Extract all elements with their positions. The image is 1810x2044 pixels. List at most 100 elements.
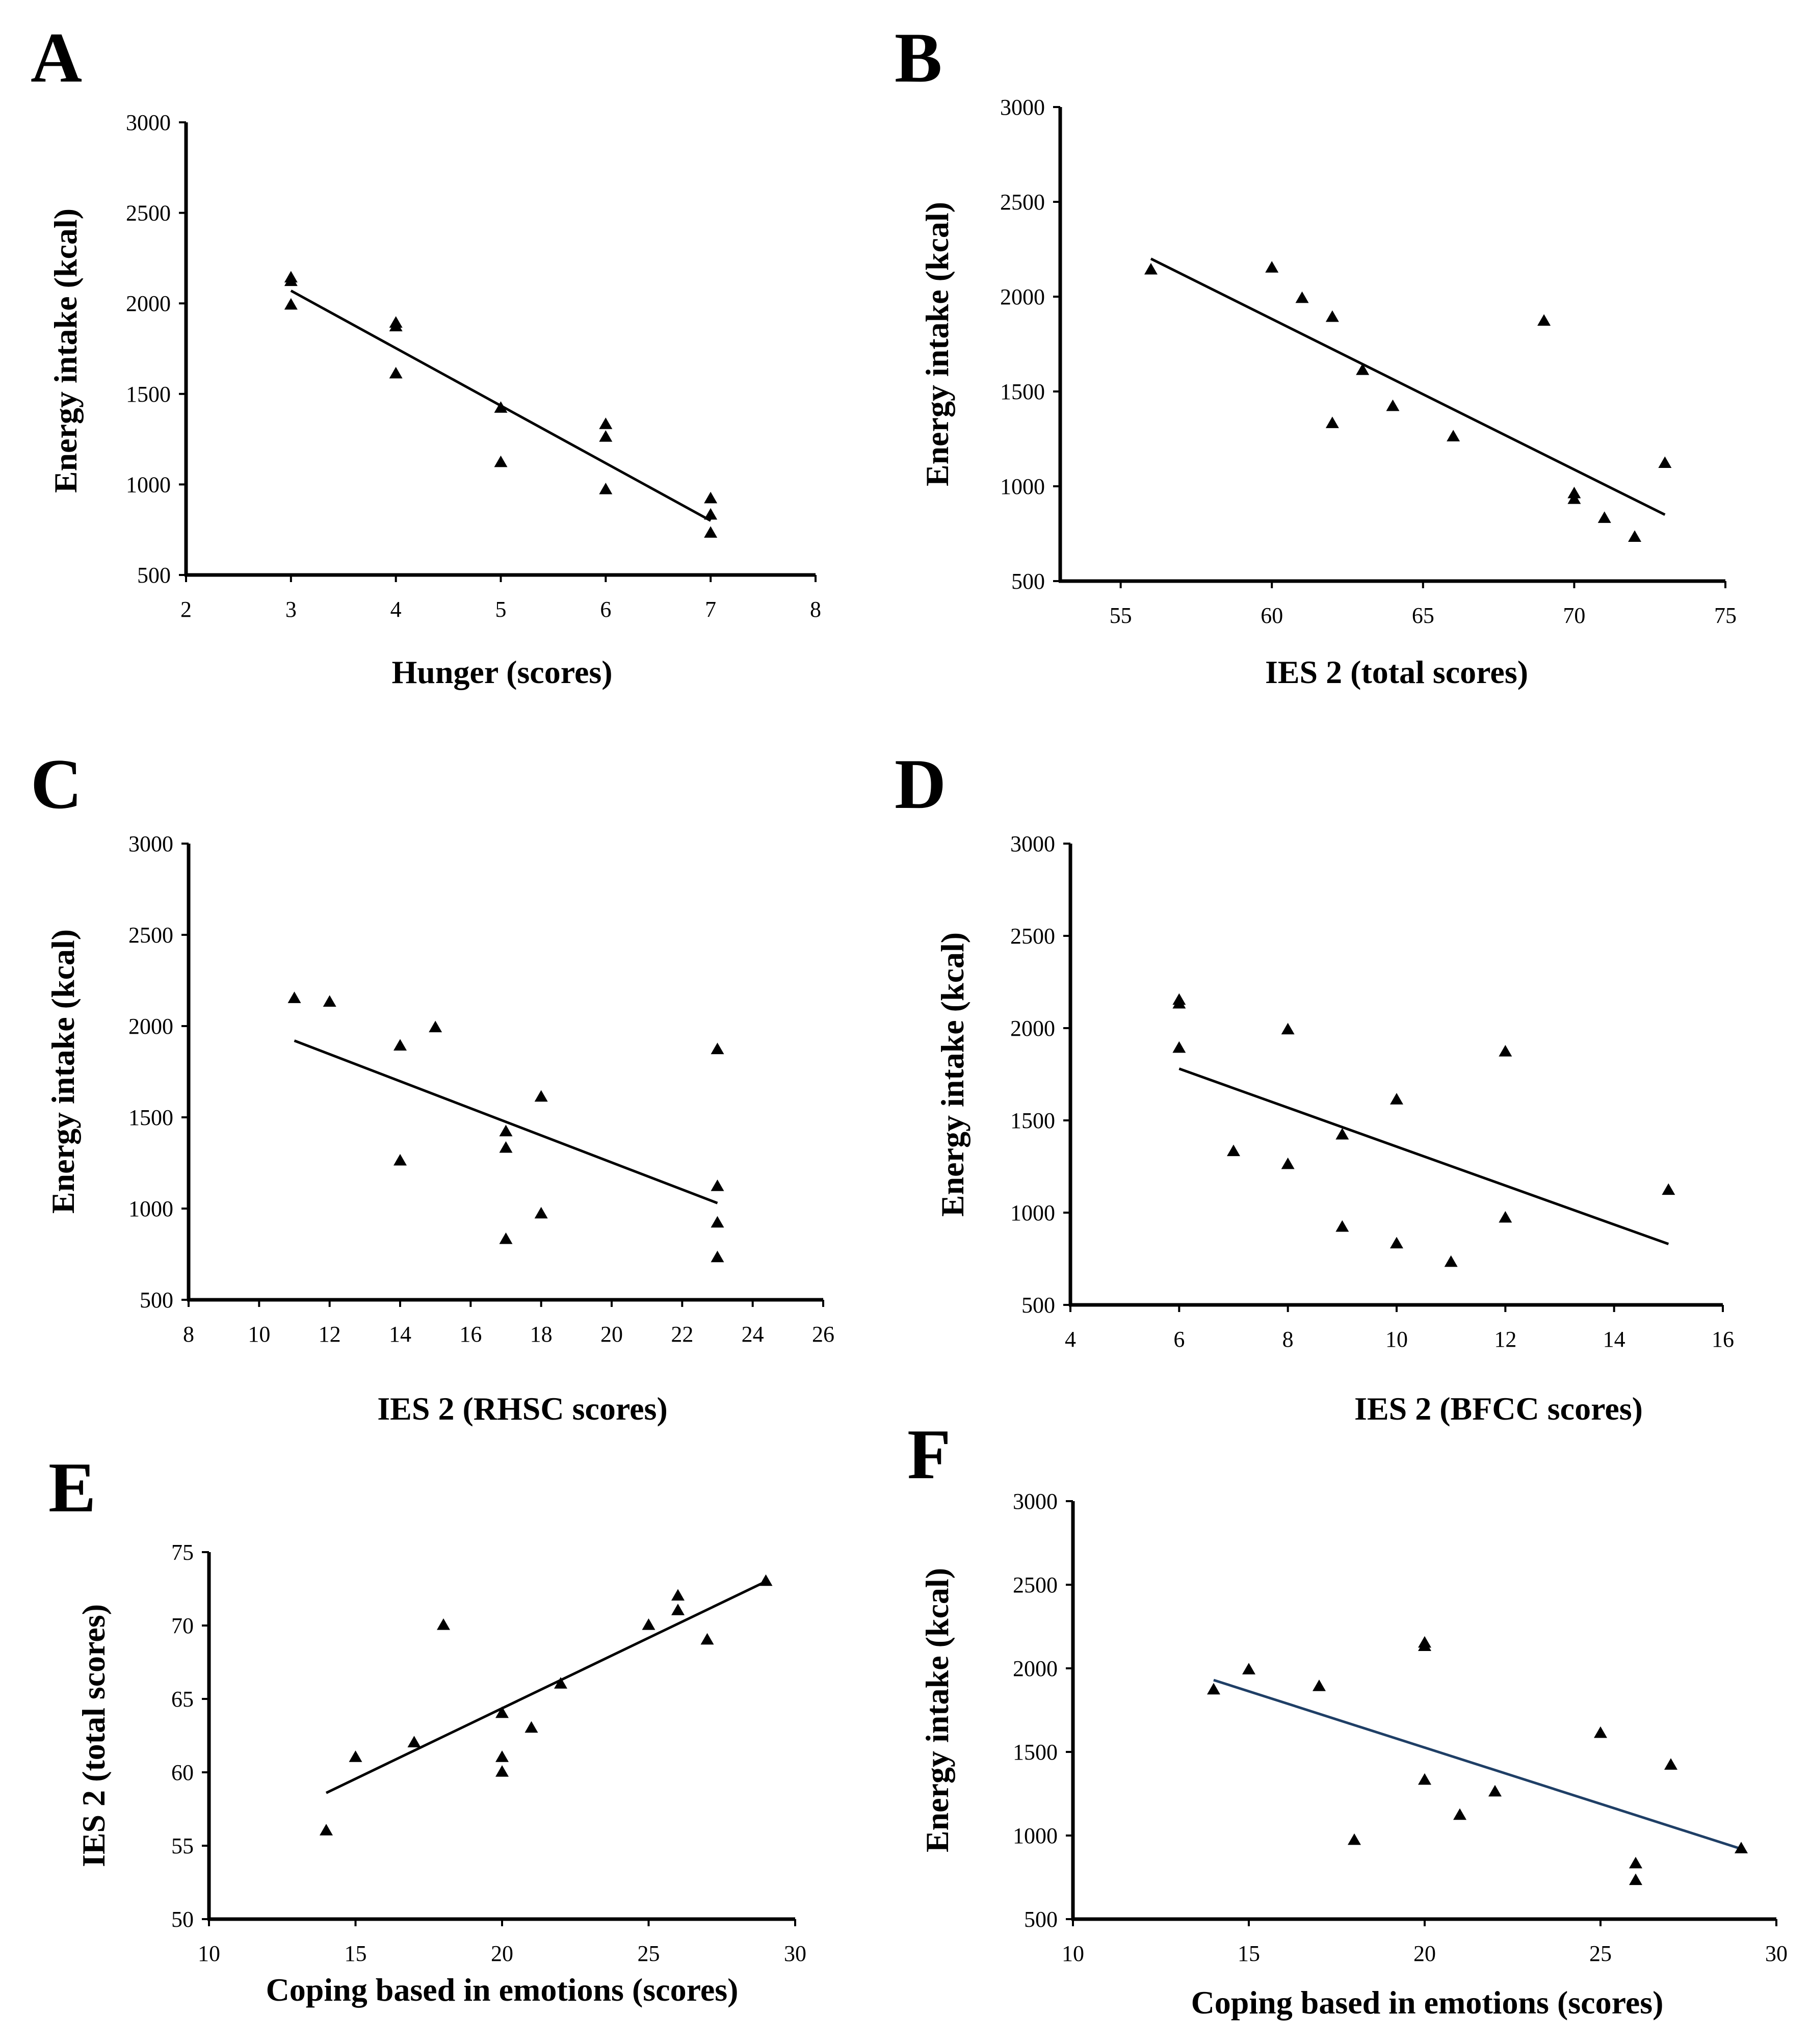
trend-line (325, 1580, 767, 1794)
y-tick-label: 1500 (1010, 1108, 1055, 1133)
x-tick-label: 70 (1563, 603, 1585, 628)
y-tick-label: 2500 (1010, 924, 1055, 949)
y-tick-label: 3000 (1000, 95, 1045, 120)
y-tick-label: 70 (171, 1613, 194, 1638)
data-point (1444, 1255, 1458, 1267)
x-tick-label: 12 (1494, 1327, 1516, 1352)
data-point (1281, 1157, 1295, 1169)
panel-b: B 500 1000 1500 2000 2500 3000 55 60 65 70 75 IES 2 … (895, 18, 1737, 690)
data-point (599, 417, 613, 429)
panel-a: A 500 1000 1500 2000 2500 3000 2 3 4 5 6 7 8 Hunger (s… (31, 18, 821, 690)
y-tick-label: 500 (140, 1288, 173, 1313)
y-tick-label: 2000 (1013, 1656, 1058, 1681)
data-point (495, 1706, 509, 1718)
data-point (437, 1618, 450, 1630)
data-point (1418, 1639, 1431, 1651)
y-tick-label: 50 (171, 1907, 194, 1932)
y-tick-label: 2500 (1013, 1573, 1058, 1597)
data-point (759, 1574, 773, 1586)
x-tick-label: 18 (530, 1322, 553, 1347)
x-tick-label: 10 (248, 1322, 270, 1347)
y-tick-label: 1000 (1013, 1823, 1058, 1848)
data-point (1313, 1680, 1326, 1691)
y-tick-label: 1500 (126, 382, 171, 407)
data-point (494, 455, 508, 467)
data-point (1281, 1023, 1295, 1035)
data-point (1453, 1808, 1466, 1820)
data-point (1335, 1220, 1349, 1232)
data-point (1735, 1842, 1748, 1853)
x-tick-label: 25 (638, 1941, 660, 1966)
data-point (671, 1604, 685, 1615)
y-tick-label: 3000 (128, 831, 173, 856)
data-point (499, 1141, 513, 1153)
y-tick-label: 1000 (126, 472, 171, 497)
x-tick-label: 4 (1065, 1327, 1076, 1352)
panel-c: C 500 1000 1500 2000 2500 3000 8 10 12 14 16 18 20 22 2… (31, 745, 834, 1427)
x-tick-label: 10 (1385, 1327, 1408, 1352)
data-point (1537, 314, 1551, 326)
data-point (495, 1765, 509, 1777)
data-point (1447, 430, 1460, 441)
data-point (711, 1216, 724, 1228)
y-tick-label: 3000 (1010, 831, 1055, 856)
y-axis-title: Energy intake (kcal) (919, 202, 955, 486)
panel-letter: A (31, 18, 82, 97)
data-point (1658, 456, 1672, 468)
data-point (1356, 363, 1370, 375)
data-point (394, 1154, 407, 1166)
x-tick-label: 75 (1714, 603, 1737, 628)
data-point (495, 1750, 509, 1762)
x-tick-label: 10 (198, 1941, 220, 1966)
data-point (671, 1589, 685, 1601)
data-point (711, 1042, 724, 1055)
y-axis-title: Energy intake (kcal) (934, 932, 970, 1217)
panel-letter: F (907, 1415, 951, 1494)
x-axis-title: Hunger (scores) (391, 654, 612, 690)
data-point (534, 1207, 548, 1219)
data-point (1628, 530, 1642, 542)
y-tick-label: 1500 (128, 1105, 173, 1130)
data-point (287, 991, 301, 1003)
data-point (599, 430, 613, 442)
data-point (1629, 1856, 1642, 1869)
panel-d: D 500 1000 1500 2000 2500 3000 4 6 8 10 12 14 16 IES 2… (895, 745, 1734, 1427)
y-axis-title: Energy intake (kcal) (47, 208, 84, 493)
x-tick-label: 24 (742, 1322, 764, 1347)
x-tick-label: 20 (600, 1322, 623, 1347)
data-point (320, 1824, 333, 1836)
data-point (1348, 1833, 1361, 1845)
data-point (1172, 997, 1186, 1009)
data-point (1144, 263, 1158, 275)
data-point (1335, 1128, 1349, 1140)
x-tick-label: 16 (459, 1322, 482, 1347)
y-tick-label: 3000 (126, 110, 171, 135)
data-point (1207, 1683, 1220, 1695)
panel-letter: B (895, 18, 942, 97)
x-tick-label: 22 (671, 1322, 693, 1347)
data-point (704, 491, 718, 504)
x-axis-title: IES 2 (BFCC scores) (1354, 1391, 1643, 1427)
data-point (1629, 1873, 1642, 1885)
x-tick-label: 8 (1282, 1327, 1294, 1352)
x-tick-label: 2 (180, 597, 192, 622)
y-tick-label: 2500 (128, 923, 173, 948)
data-point (1418, 1773, 1431, 1785)
data-point (711, 1180, 724, 1191)
data-point (1390, 1237, 1403, 1249)
data-point (704, 526, 718, 538)
y-tick-label: 2500 (1000, 190, 1045, 215)
x-tick-label: 26 (812, 1322, 834, 1347)
x-tick-label: 20 (1413, 1941, 1436, 1966)
data-point (389, 320, 403, 331)
data-point (700, 1633, 714, 1645)
panel-e: E 50 55 60 65 70 75 10 15 20 25 30 Coping based in e… (48, 1448, 806, 2008)
y-tick-label: 60 (171, 1760, 194, 1785)
y-tick-label: 1000 (1010, 1200, 1055, 1225)
data-point (1325, 416, 1339, 428)
y-tick-label: 2500 (126, 201, 171, 226)
x-axis-title: IES 2 (RHSC scores) (377, 1391, 668, 1427)
x-tick-label: 7 (705, 597, 716, 622)
data-point (499, 1232, 513, 1244)
y-axis-title: Energy intake (kcal) (45, 929, 81, 1214)
